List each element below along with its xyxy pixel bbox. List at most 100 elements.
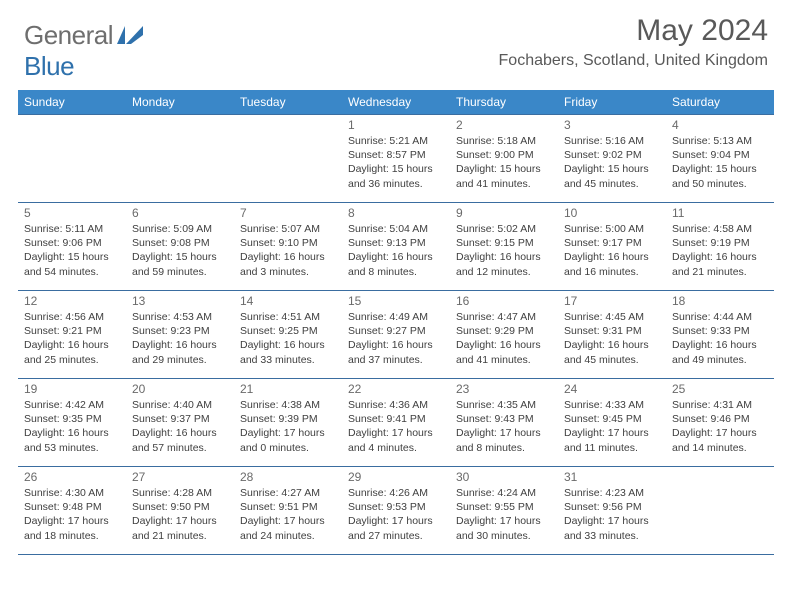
weekday-header: Thursday bbox=[450, 90, 558, 115]
daylight-text: and 27 minutes. bbox=[348, 529, 444, 543]
sunset-text: Sunset: 9:02 PM bbox=[564, 148, 660, 162]
calendar-cell: 24Sunrise: 4:33 AMSunset: 9:45 PMDayligh… bbox=[558, 379, 666, 467]
sunset-text: Sunset: 9:00 PM bbox=[456, 148, 552, 162]
daylight-text: and 18 minutes. bbox=[24, 529, 120, 543]
sunset-text: Sunset: 9:08 PM bbox=[132, 236, 228, 250]
day-number: 11 bbox=[672, 206, 768, 220]
daylight-text: and 14 minutes. bbox=[672, 441, 768, 455]
sunset-text: Sunset: 8:57 PM bbox=[348, 148, 444, 162]
daylight-text: and 41 minutes. bbox=[456, 177, 552, 191]
sunset-text: Sunset: 9:29 PM bbox=[456, 324, 552, 338]
sunrise-text: Sunrise: 5:09 AM bbox=[132, 222, 228, 236]
sunrise-text: Sunrise: 5:11 AM bbox=[24, 222, 120, 236]
sunset-text: Sunset: 9:13 PM bbox=[348, 236, 444, 250]
calendar-cell: 5Sunrise: 5:11 AMSunset: 9:06 PMDaylight… bbox=[18, 203, 126, 291]
flag-icon bbox=[117, 26, 143, 44]
day-number: 31 bbox=[564, 470, 660, 484]
daylight-text: Daylight: 16 hours bbox=[132, 338, 228, 352]
sunset-text: Sunset: 9:19 PM bbox=[672, 236, 768, 250]
daylight-text: and 33 minutes. bbox=[240, 353, 336, 367]
day-number: 24 bbox=[564, 382, 660, 396]
sunset-text: Sunset: 9:27 PM bbox=[348, 324, 444, 338]
daylight-text: and 0 minutes. bbox=[240, 441, 336, 455]
daylight-text: and 21 minutes. bbox=[132, 529, 228, 543]
daylight-text: Daylight: 16 hours bbox=[240, 338, 336, 352]
sunset-text: Sunset: 9:17 PM bbox=[564, 236, 660, 250]
calendar-cell: 30Sunrise: 4:24 AMSunset: 9:55 PMDayligh… bbox=[450, 467, 558, 555]
sunset-text: Sunset: 9:51 PM bbox=[240, 500, 336, 514]
daylight-text: and 57 minutes. bbox=[132, 441, 228, 455]
calendar-cell: 17Sunrise: 4:45 AMSunset: 9:31 PMDayligh… bbox=[558, 291, 666, 379]
calendar-head: SundayMondayTuesdayWednesdayThursdayFrid… bbox=[18, 90, 774, 115]
day-number: 4 bbox=[672, 118, 768, 132]
calendar-cell: 7Sunrise: 5:07 AMSunset: 9:10 PMDaylight… bbox=[234, 203, 342, 291]
daylight-text: Daylight: 16 hours bbox=[564, 250, 660, 264]
sunrise-text: Sunrise: 4:33 AM bbox=[564, 398, 660, 412]
sunset-text: Sunset: 9:33 PM bbox=[672, 324, 768, 338]
daylight-text: Daylight: 16 hours bbox=[348, 250, 444, 264]
daylight-text: Daylight: 17 hours bbox=[348, 426, 444, 440]
day-number: 1 bbox=[348, 118, 444, 132]
daylight-text: and 12 minutes. bbox=[456, 265, 552, 279]
calendar-cell: 25Sunrise: 4:31 AMSunset: 9:46 PMDayligh… bbox=[666, 379, 774, 467]
brand-part2: Blue bbox=[24, 51, 74, 81]
daylight-text: and 11 minutes. bbox=[564, 441, 660, 455]
daylight-text: Daylight: 16 hours bbox=[564, 338, 660, 352]
sunrise-text: Sunrise: 4:45 AM bbox=[564, 310, 660, 324]
day-number: 19 bbox=[24, 382, 120, 396]
weekday-header: Friday bbox=[558, 90, 666, 115]
daylight-text: and 49 minutes. bbox=[672, 353, 768, 367]
calendar-row: 12Sunrise: 4:56 AMSunset: 9:21 PMDayligh… bbox=[18, 291, 774, 379]
weekday-header: Saturday bbox=[666, 90, 774, 115]
weekday-header: Monday bbox=[126, 90, 234, 115]
sunset-text: Sunset: 9:56 PM bbox=[564, 500, 660, 514]
calendar-cell: 3Sunrise: 5:16 AMSunset: 9:02 PMDaylight… bbox=[558, 115, 666, 203]
sunrise-text: Sunrise: 4:23 AM bbox=[564, 486, 660, 500]
sunrise-text: Sunrise: 4:36 AM bbox=[348, 398, 444, 412]
calendar-cell: 16Sunrise: 4:47 AMSunset: 9:29 PMDayligh… bbox=[450, 291, 558, 379]
daylight-text: Daylight: 16 hours bbox=[456, 250, 552, 264]
sunset-text: Sunset: 9:37 PM bbox=[132, 412, 228, 426]
calendar-cell: 21Sunrise: 4:38 AMSunset: 9:39 PMDayligh… bbox=[234, 379, 342, 467]
brand-logo: GeneralBlue bbox=[24, 20, 143, 82]
calendar-row: 19Sunrise: 4:42 AMSunset: 9:35 PMDayligh… bbox=[18, 379, 774, 467]
daylight-text: and 24 minutes. bbox=[240, 529, 336, 543]
daylight-text: and 16 minutes. bbox=[564, 265, 660, 279]
daylight-text: and 59 minutes. bbox=[132, 265, 228, 279]
location-text: Fochabers, Scotland, United Kingdom bbox=[499, 52, 768, 70]
sunrise-text: Sunrise: 4:28 AM bbox=[132, 486, 228, 500]
day-number: 7 bbox=[240, 206, 336, 220]
sunrise-text: Sunrise: 4:31 AM bbox=[672, 398, 768, 412]
day-number: 3 bbox=[564, 118, 660, 132]
daylight-text: Daylight: 17 hours bbox=[456, 426, 552, 440]
calendar-cell: 8Sunrise: 5:04 AMSunset: 9:13 PMDaylight… bbox=[342, 203, 450, 291]
calendar-page: GeneralBlue May 2024 Fochabers, Scotland… bbox=[0, 0, 792, 612]
calendar-cell: 15Sunrise: 4:49 AMSunset: 9:27 PMDayligh… bbox=[342, 291, 450, 379]
sunrise-text: Sunrise: 5:07 AM bbox=[240, 222, 336, 236]
day-number: 23 bbox=[456, 382, 552, 396]
weekday-header: Tuesday bbox=[234, 90, 342, 115]
day-number: 22 bbox=[348, 382, 444, 396]
calendar-body: 1Sunrise: 5:21 AMSunset: 8:57 PMDaylight… bbox=[18, 115, 774, 555]
calendar-cell: 11Sunrise: 4:58 AMSunset: 9:19 PMDayligh… bbox=[666, 203, 774, 291]
sunrise-text: Sunrise: 4:38 AM bbox=[240, 398, 336, 412]
day-number: 10 bbox=[564, 206, 660, 220]
calendar-cell: 9Sunrise: 5:02 AMSunset: 9:15 PMDaylight… bbox=[450, 203, 558, 291]
daylight-text: and 30 minutes. bbox=[456, 529, 552, 543]
sunset-text: Sunset: 9:23 PM bbox=[132, 324, 228, 338]
daylight-text: and 25 minutes. bbox=[24, 353, 120, 367]
calendar-row: 1Sunrise: 5:21 AMSunset: 8:57 PMDaylight… bbox=[18, 115, 774, 203]
sunset-text: Sunset: 9:43 PM bbox=[456, 412, 552, 426]
sunset-text: Sunset: 9:50 PM bbox=[132, 500, 228, 514]
sunrise-text: Sunrise: 5:02 AM bbox=[456, 222, 552, 236]
daylight-text: Daylight: 15 hours bbox=[348, 162, 444, 176]
calendar-cell: 14Sunrise: 4:51 AMSunset: 9:25 PMDayligh… bbox=[234, 291, 342, 379]
daylight-text: and 33 minutes. bbox=[564, 529, 660, 543]
day-number: 20 bbox=[132, 382, 228, 396]
sunset-text: Sunset: 9:15 PM bbox=[456, 236, 552, 250]
sunrise-text: Sunrise: 4:44 AM bbox=[672, 310, 768, 324]
daylight-text: Daylight: 15 hours bbox=[672, 162, 768, 176]
sunrise-text: Sunrise: 5:21 AM bbox=[348, 134, 444, 148]
daylight-text: Daylight: 17 hours bbox=[240, 514, 336, 528]
day-number: 8 bbox=[348, 206, 444, 220]
